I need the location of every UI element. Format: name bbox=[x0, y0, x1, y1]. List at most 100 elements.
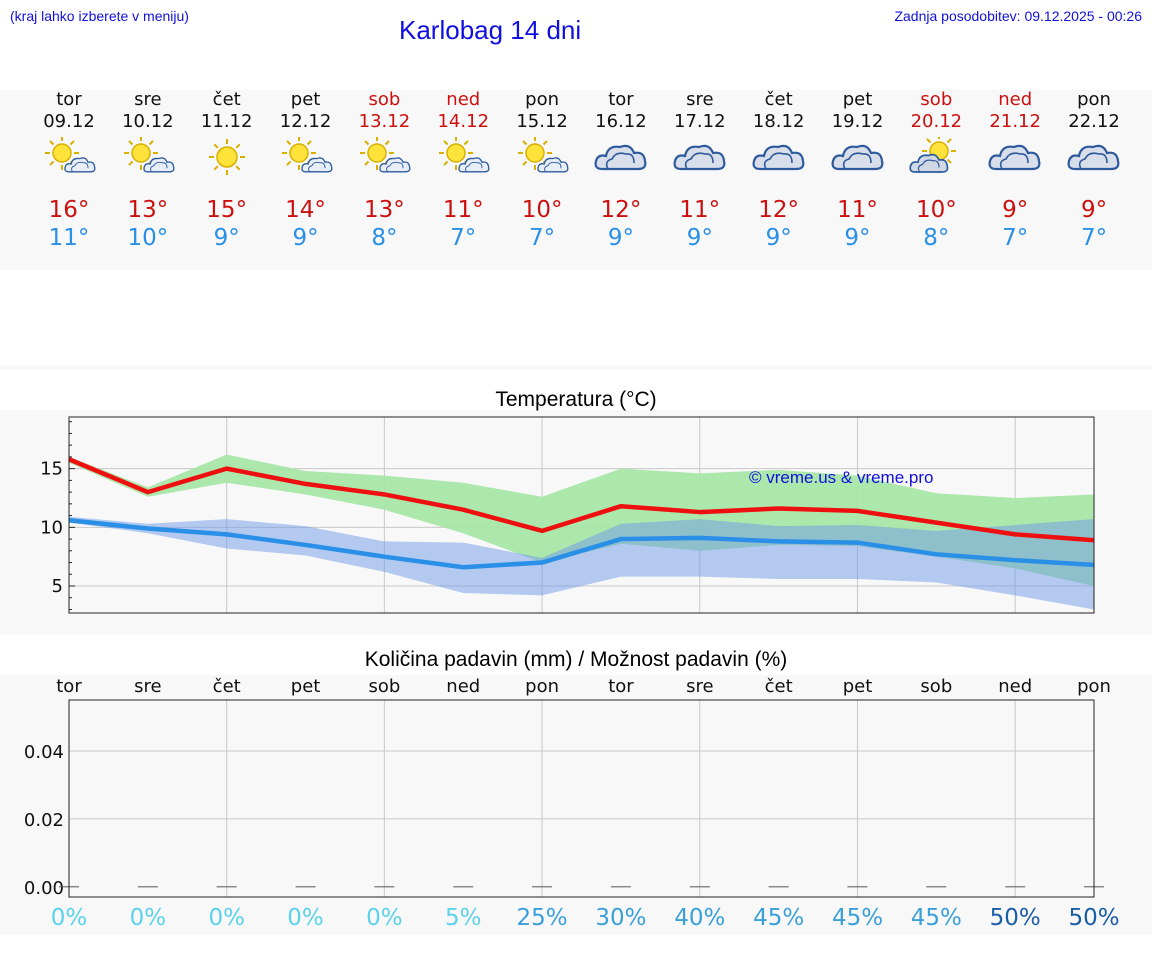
max-temp: 10° bbox=[521, 197, 563, 223]
forecast-day: sob 20.12 10° 8° bbox=[896, 89, 976, 251]
forecast-day: tor 16.12 12° 9° bbox=[581, 89, 661, 251]
day-name: pet bbox=[290, 89, 321, 110]
y-tick-label: 15 bbox=[40, 459, 63, 480]
cloud-icon bbox=[988, 144, 1041, 171]
forecast-day: ned 14.12 11° 7° bbox=[423, 89, 503, 251]
y-tick-label: 10 bbox=[40, 517, 63, 538]
sun-cloud-icon bbox=[360, 137, 411, 173]
min-temp: 9° bbox=[213, 225, 240, 251]
forecast-day: ned 21.12 9° 7° bbox=[975, 89, 1055, 251]
precip-day-label: čet bbox=[212, 676, 241, 697]
sun-icon bbox=[208, 139, 245, 175]
min-temp: 8° bbox=[923, 225, 950, 251]
min-temp: 9° bbox=[607, 225, 634, 251]
day-name: sre bbox=[686, 89, 714, 110]
forecast-day: sre 10.12 13° 10° bbox=[108, 89, 188, 251]
max-temp: 9° bbox=[1002, 197, 1029, 223]
precip-day-label: tor bbox=[56, 676, 82, 697]
forecast-day: pon 22.12 9° 7° bbox=[1054, 89, 1134, 251]
forecast-panel bbox=[0, 90, 1152, 270]
day-date: 17.12 bbox=[674, 111, 726, 132]
series-min-line bbox=[68, 518, 1095, 570]
day-name: pet bbox=[842, 89, 873, 110]
series-max-line bbox=[68, 457, 1095, 543]
precip-probability: 0% bbox=[208, 905, 245, 931]
max-temp: 12° bbox=[758, 197, 800, 223]
precip-probability: 0% bbox=[129, 905, 167, 931]
day-date: 16.12 bbox=[595, 111, 647, 132]
precip-day-label: pon bbox=[1077, 676, 1111, 697]
min-temp: 11° bbox=[48, 225, 90, 251]
sun-cloud-icon bbox=[123, 137, 175, 173]
forecast-day: pon 15.12 10° 7° bbox=[502, 89, 582, 251]
day-name: pon bbox=[1077, 89, 1111, 110]
min-temp: 7° bbox=[529, 225, 556, 251]
precip-day-label: ned bbox=[998, 676, 1033, 697]
plot-frame bbox=[68, 416, 1095, 614]
min-temp: 8° bbox=[371, 225, 398, 251]
precip-day-label: sre bbox=[134, 676, 162, 697]
cloud-icon bbox=[1067, 144, 1120, 171]
location-menu-hint: (kraj lahko izberete v meniju) bbox=[10, 8, 189, 24]
precip-probability: 30% bbox=[595, 905, 647, 931]
day-name: tor bbox=[56, 89, 82, 110]
min-range-band bbox=[69, 516, 1094, 610]
precip-day-label: ned bbox=[446, 676, 481, 697]
cloud-icon bbox=[673, 144, 726, 171]
precipitation-chart-title: Količina padavin (mm) / Možnost padavin … bbox=[364, 648, 788, 671]
max-temp: 14° bbox=[285, 197, 326, 223]
precip-probability: 50% bbox=[989, 905, 1041, 931]
max-temp: 16° bbox=[48, 197, 90, 223]
max-temp: 13° bbox=[127, 197, 169, 223]
precip-day-label: sob bbox=[368, 676, 401, 697]
max-temp: 11° bbox=[679, 197, 721, 223]
day-name: sob bbox=[920, 89, 953, 110]
min-temp: 9° bbox=[844, 225, 871, 251]
precip-day-label: sre bbox=[686, 676, 714, 697]
forecast-day: sob 13.12 13° 8° bbox=[344, 89, 424, 251]
day-date: 22.12 bbox=[1068, 111, 1120, 132]
min-temp: 7° bbox=[1080, 225, 1108, 251]
precip-probability: 25% bbox=[516, 905, 568, 931]
min-temp: 9° bbox=[686, 225, 713, 251]
precip-day-label: pet bbox=[290, 676, 321, 697]
forecast-day: čet 11.12 15° 9° bbox=[187, 89, 267, 251]
day-name: ned bbox=[446, 89, 481, 110]
day-date: 20.12 bbox=[910, 111, 963, 132]
day-date: 14.12 bbox=[437, 111, 490, 132]
precip-day-label: pet bbox=[842, 676, 873, 697]
max-temp: 9° bbox=[1080, 197, 1108, 223]
sun-cloud-icon bbox=[518, 137, 569, 173]
day-name: čet bbox=[764, 89, 793, 110]
watermark: © vreme.us & vreme.pro bbox=[749, 468, 934, 487]
precip-probability: 40% bbox=[674, 905, 726, 931]
min-temp: 9° bbox=[765, 225, 792, 251]
last-update: Zadnja posodobitev: 09.12.2025 - 00:26 bbox=[894, 8, 1142, 24]
day-date: 21.12 bbox=[989, 111, 1041, 132]
day-date: 09.12 bbox=[43, 111, 95, 132]
precip-day-label: pon bbox=[525, 676, 560, 697]
forecast-day: čet 18.12 12° 9° bbox=[739, 89, 819, 251]
min-temp: 10° bbox=[127, 225, 169, 251]
day-name: tor bbox=[608, 89, 634, 110]
separator-strip bbox=[0, 365, 1152, 370]
precip-probability: 5% bbox=[445, 905, 482, 931]
precip-day-label: sob bbox=[920, 676, 953, 697]
day-name: ned bbox=[998, 89, 1033, 110]
precip-probability: 45% bbox=[831, 905, 884, 931]
sun-cloud-icon bbox=[439, 137, 490, 173]
forecast-day: pet 12.12 14° 9° bbox=[266, 89, 346, 251]
day-date: 13.12 bbox=[358, 111, 411, 132]
day-date: 18.12 bbox=[752, 111, 805, 132]
day-date: 15.12 bbox=[516, 111, 568, 132]
day-date: 19.12 bbox=[831, 111, 884, 132]
forecast-day: pet 19.12 11° 9° bbox=[818, 89, 898, 251]
cloud-icon bbox=[752, 144, 805, 171]
precip-day-label: tor bbox=[608, 676, 634, 697]
min-temp: 7° bbox=[450, 225, 477, 251]
max-temp: 13° bbox=[364, 197, 405, 223]
day-name: pon bbox=[525, 89, 560, 110]
sun-cloud-icon bbox=[281, 137, 333, 173]
min-temp: 7° bbox=[1002, 225, 1029, 251]
max-temp: 15° bbox=[206, 197, 248, 223]
